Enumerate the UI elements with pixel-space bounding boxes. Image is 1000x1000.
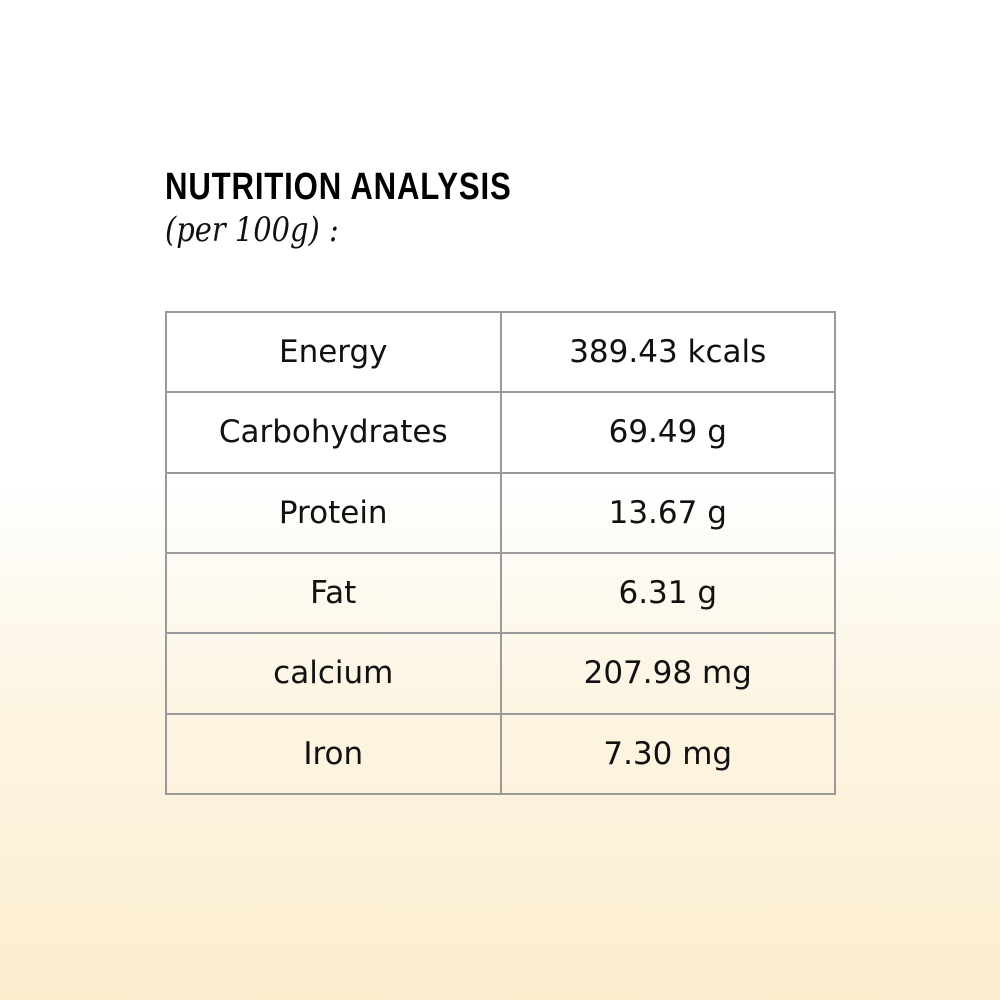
nutrient-name: Energy: [165, 310, 502, 394]
table-row: calcium 207.98 mg: [165, 632, 836, 715]
table-body: Energy 389.43 kcals Carbohydrates 69.49 g Pr…: [165, 310, 836, 796]
nutrition-table: Energy 389.43 kcals Carbohydrates 69.49 g Pr…: [165, 310, 836, 796]
nutrient-amount: 7.30 mg: [499, 712, 836, 796]
nutrient-amount: 69.49 g: [499, 391, 836, 474]
subtitle: (per 100g) :: [165, 210, 339, 250]
table-row: Iron 7.30 mg: [165, 712, 836, 796]
nutrient-amount: 207.98 mg: [499, 632, 836, 715]
nutrient-name: calcium: [165, 632, 502, 715]
nutrient-name: Fat: [165, 551, 502, 635]
nutrient-amount: 6.31 g: [499, 551, 836, 635]
nutrient-amount: 389.43 kcals: [499, 310, 836, 394]
nutrient-name: Protein: [165, 471, 502, 554]
nutrient-name: Iron: [165, 712, 502, 796]
title: NUTRITION ANALYSIS: [165, 166, 512, 208]
table-row: Protein 13.67 g: [165, 471, 836, 554]
nutrient-amount: 13.67 g: [499, 471, 836, 554]
nutrient-name: Carbohydrates: [165, 391, 502, 474]
table-row: Carbohydrates 69.49 g: [165, 391, 836, 474]
table-row: Fat 6.31 g: [165, 551, 836, 635]
table-row: Energy 389.43 kcals: [165, 310, 836, 394]
